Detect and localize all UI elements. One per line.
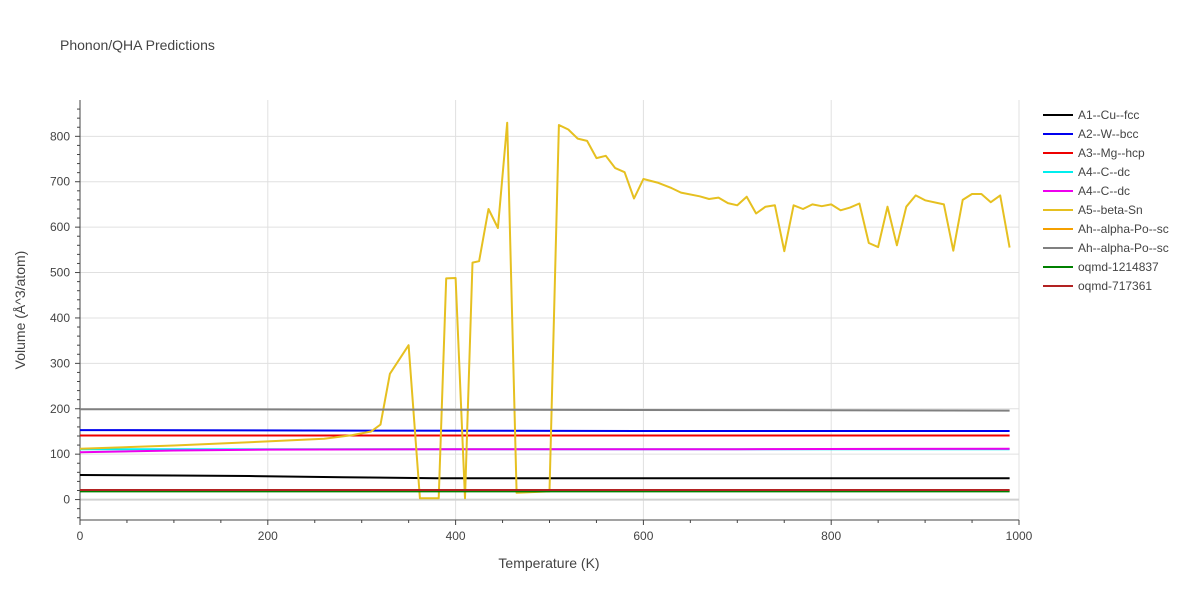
legend-label: A4--C--dc xyxy=(1078,165,1130,179)
legend-item[interactable]: A1--Cu--fcc xyxy=(1043,108,1139,122)
y-axis-title: Volume (Å^3/atom) xyxy=(12,251,28,370)
legend-label: oqmd-717361 xyxy=(1078,279,1152,293)
legend-label: Ah--alpha-Po--sc xyxy=(1078,241,1169,255)
legend-label: A4--C--dc xyxy=(1078,184,1130,198)
x-tick-label: 0 xyxy=(77,529,84,543)
legend-item[interactable]: oqmd-1214837 xyxy=(1043,260,1159,274)
y-tick-label: 300 xyxy=(50,356,70,370)
y-tick-label: 400 xyxy=(50,311,70,325)
y-tick-label: 500 xyxy=(50,266,70,280)
chart-title: Phonon/QHA Predictions xyxy=(60,37,215,53)
legend-item[interactable]: A2--W--bcc xyxy=(1043,127,1138,141)
legend-label: Ah--alpha-Po--sc xyxy=(1078,222,1169,236)
x-tick-label: 400 xyxy=(446,529,466,543)
y-tick-label: 600 xyxy=(50,220,70,234)
legend-item[interactable]: Ah--alpha-Po--sc xyxy=(1043,222,1169,236)
series-line-0 xyxy=(79,474,1010,480)
series-line-7 xyxy=(79,408,1010,412)
legend-label: oqmd-1214837 xyxy=(1078,260,1159,274)
series-line-5 xyxy=(79,121,1011,500)
x-tick-label: 1000 xyxy=(1006,529,1033,543)
y-tick-label: 700 xyxy=(50,175,70,189)
legend-label: A1--Cu--fcc xyxy=(1078,108,1139,122)
y-tick-label: 200 xyxy=(50,402,70,416)
x-tick-label: 600 xyxy=(633,529,653,543)
x-tick-label: 200 xyxy=(258,529,278,543)
series-lines xyxy=(79,121,1011,500)
x-tick-label: 800 xyxy=(821,529,841,543)
y-tick-label: 100 xyxy=(50,447,70,461)
legend[interactable]: A1--Cu--fcc A2--W--bcc A3--Mg--hcp A4--C--d… xyxy=(1043,108,1169,293)
series-line-4 xyxy=(79,447,1010,454)
legend-label: A2--W--bcc xyxy=(1078,127,1138,141)
grid xyxy=(80,100,1020,520)
legend-item[interactable]: A5--beta-Sn xyxy=(1043,203,1143,217)
legend-item[interactable]: A4--C--dc xyxy=(1043,165,1130,179)
legend-item[interactable]: Ah--alpha-Po--sc xyxy=(1043,241,1169,255)
legend-item[interactable]: A4--C--dc xyxy=(1043,184,1130,198)
series-line-1 xyxy=(79,429,1010,432)
legend-item[interactable]: A3--Mg--hcp xyxy=(1043,146,1145,160)
y-tick-label: 800 xyxy=(50,129,70,143)
x-axis-title: Temperature (K) xyxy=(498,555,599,571)
legend-item[interactable]: oqmd-717361 xyxy=(1043,279,1152,293)
legend-label: A5--beta-Sn xyxy=(1078,203,1143,217)
y-tick-label: 0 xyxy=(63,493,70,507)
legend-label: A3--Mg--hcp xyxy=(1078,146,1145,160)
axes: 0 200 400 600 800 1000 0 100 200 300 400 500 600 700 8… xyxy=(50,100,1033,543)
